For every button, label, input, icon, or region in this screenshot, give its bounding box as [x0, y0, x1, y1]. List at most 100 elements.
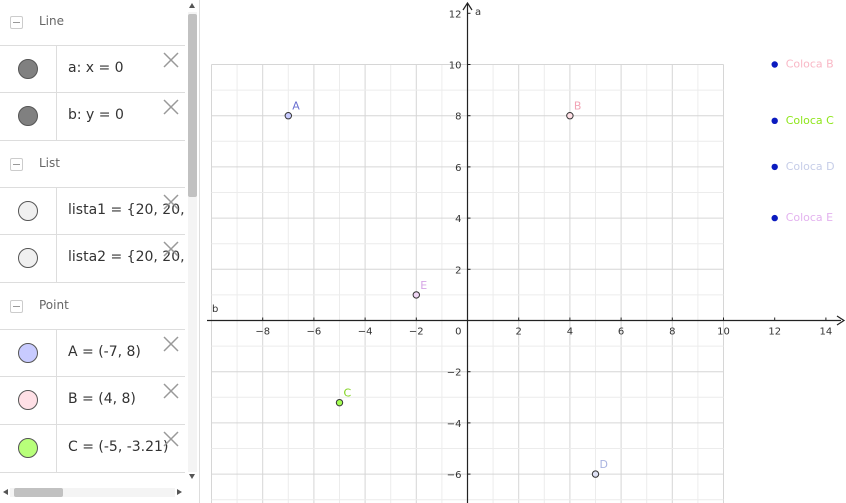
- x-axis-name: b: [212, 304, 218, 315]
- visibility-dot-icon[interactable]: [18, 438, 38, 458]
- category-header-list[interactable]: List: [0, 142, 185, 187]
- x-tick-label: 0: [455, 327, 461, 338]
- algebra-item[interactable]: A = (-7, 8): [0, 329, 185, 377]
- view-divider[interactable]: [199, 0, 207, 503]
- visibility-marker[interactable]: [0, 188, 57, 234]
- visibility-dot-icon[interactable]: [18, 59, 38, 79]
- point-b[interactable]: [566, 112, 574, 120]
- algebra-expression[interactable]: a: x = 0: [68, 60, 124, 76]
- visibility-marker[interactable]: [0, 46, 57, 92]
- scrollbar-thumb[interactable]: [188, 14, 197, 197]
- collapse-toggle-icon[interactable]: [10, 300, 23, 313]
- delete-icon[interactable]: [162, 240, 180, 258]
- x-tick-label: −8: [255, 327, 270, 338]
- algebra-item[interactable]: lista2 = {20, 20, 20, 20, 20}: [0, 235, 185, 283]
- algebra-view: Line a: x = 0 b: y = 0 List lista1 = {20, 20…: [0, 0, 185, 485]
- x-tick-label: −2: [409, 327, 424, 338]
- slot-label: Coloca B: [786, 58, 834, 71]
- y-tick-label: 4: [455, 214, 461, 225]
- algebra-expression[interactable]: A = (-7, 8): [68, 344, 141, 360]
- delete-icon[interactable]: [162, 51, 180, 69]
- visibility-dot-icon[interactable]: [18, 106, 38, 126]
- x-tick-label: −6: [307, 327, 322, 338]
- category-label: List: [39, 156, 60, 170]
- point-e[interactable]: [412, 291, 421, 299]
- delete-icon[interactable]: [162, 335, 180, 353]
- y-axis-name: a: [475, 7, 481, 18]
- x-axis-arrow-icon: [836, 315, 846, 326]
- visibility-dot-icon[interactable]: [18, 201, 38, 221]
- scrollbar-thumb[interactable]: [14, 488, 63, 497]
- algebra-item[interactable]: a: x = 0: [0, 45, 185, 93]
- algebra-expression[interactable]: b: y = 0: [68, 107, 124, 123]
- scroll-left-icon[interactable]: [3, 489, 8, 495]
- delete-icon[interactable]: [162, 382, 180, 400]
- scroll-down-icon[interactable]: [189, 474, 195, 479]
- scroll-right-icon[interactable]: [177, 489, 182, 495]
- x-tick-label: 14: [820, 327, 833, 338]
- x-tick-label: 4: [567, 327, 573, 338]
- y-tick-label: −2: [447, 368, 462, 379]
- algebra-item[interactable]: B = (4, 8): [0, 377, 185, 425]
- x-tick-label: 2: [516, 327, 522, 338]
- slot-label: Coloca D: [786, 160, 835, 173]
- algebra-item[interactable]: lista1 = {20, 20, 20, 20, 20}: [0, 187, 185, 235]
- algebra-item[interactable]: C = (-5, -3.21): [0, 425, 185, 473]
- algebra-expression[interactable]: lista2 = {20, 20, 20, 20, 20}: [68, 249, 185, 265]
- visibility-marker[interactable]: [0, 330, 57, 376]
- algebra-expression[interactable]: lista1 = {20, 20, 20, 20, 20}: [68, 202, 185, 218]
- y-tick-label: 12: [449, 9, 462, 20]
- graphics-view[interactable]: b a −8 −6 −4 −2 0 2 4 6 8 10 12 14 12 10 8 6 4 2 −2 −4 −6 Coloc…: [207, 0, 846, 503]
- y-tick-label: 6: [455, 163, 461, 174]
- slot-label: Coloca C: [786, 114, 834, 127]
- slot-point[interactable]: [771, 214, 778, 222]
- point-a[interactable]: [284, 112, 293, 120]
- point-label: D: [600, 458, 608, 471]
- visibility-marker[interactable]: [0, 93, 57, 140]
- visibility-dot-icon[interactable]: [18, 248, 38, 268]
- slot-point[interactable]: [771, 163, 778, 171]
- collapse-toggle-icon[interactable]: [10, 16, 23, 29]
- algebra-horizontal-scrollbar[interactable]: [0, 485, 186, 500]
- visibility-dot-icon[interactable]: [18, 343, 38, 363]
- visibility-marker[interactable]: [0, 425, 57, 472]
- y-tick-label: 8: [455, 112, 461, 123]
- scrollbar-track[interactable]: [188, 12, 197, 472]
- collapse-toggle-icon[interactable]: [10, 158, 23, 171]
- delete-icon[interactable]: [162, 98, 180, 116]
- algebra-expression[interactable]: B = (4, 8): [68, 391, 136, 407]
- point-label: B: [574, 100, 582, 113]
- algebra-item[interactable]: b: y = 0: [0, 93, 185, 141]
- point-d[interactable]: [591, 470, 600, 478]
- category-label: Point: [39, 298, 69, 312]
- x-tick-label: −4: [358, 327, 373, 338]
- slot-point[interactable]: [771, 61, 778, 68]
- point-label: A: [292, 100, 300, 113]
- x-tick-label: 10: [717, 327, 730, 338]
- category-header-line[interactable]: Line: [0, 0, 185, 45]
- scrollbar-track[interactable]: [10, 488, 175, 497]
- delete-icon[interactable]: [162, 430, 180, 448]
- point-label: E: [420, 279, 427, 292]
- y-tick-label: −6: [447, 470, 462, 481]
- point-label: C: [344, 387, 352, 400]
- y-axis-arrow-icon: [462, 1, 473, 11]
- slot-point[interactable]: [771, 117, 778, 125]
- y-tick-label: −4: [447, 419, 462, 430]
- algebra-vertical-scrollbar[interactable]: [186, 0, 199, 485]
- x-tick-label: 6: [618, 327, 624, 338]
- visibility-dot-icon[interactable]: [18, 390, 38, 410]
- visibility-marker[interactable]: [0, 377, 57, 424]
- x-tick-label: 12: [768, 327, 781, 338]
- y-tick-label: 2: [455, 265, 461, 276]
- x-tick-label: 8: [669, 327, 675, 338]
- point-c[interactable]: [335, 398, 344, 407]
- slot-label: Coloca E: [786, 211, 833, 224]
- scroll-up-icon[interactable]: [189, 3, 195, 8]
- graphics-canvas[interactable]: b a −8 −6 −4 −2 0 2 4 6 8 10 12 14 12 10 8 6 4 2 −2 −4 −6 Coloc…: [207, 0, 846, 503]
- visibility-marker[interactable]: [0, 235, 57, 282]
- category-header-point[interactable]: Point: [0, 284, 185, 329]
- delete-icon[interactable]: [162, 193, 180, 211]
- algebra-expression[interactable]: C = (-5, -3.21): [68, 439, 169, 455]
- category-label: Line: [39, 14, 65, 28]
